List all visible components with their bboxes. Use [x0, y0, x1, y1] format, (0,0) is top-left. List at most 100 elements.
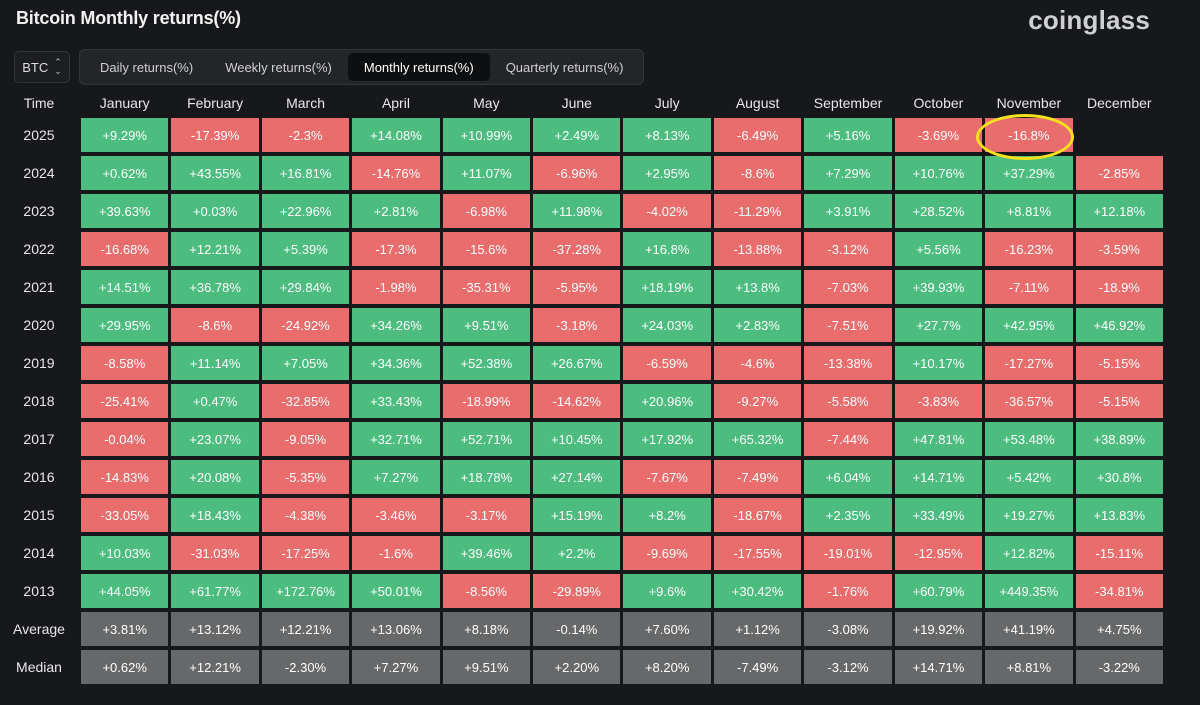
return-cell: -6.98% — [442, 194, 531, 228]
symbol-label: BTC — [22, 59, 49, 75]
return-cell: +16.8% — [623, 232, 711, 266]
return-cell: +12.21% — [171, 232, 259, 266]
return-cell: -13.88% — [713, 232, 802, 266]
return-cell: +29.95% — [81, 308, 169, 342]
return-cell: +34.26% — [352, 308, 440, 342]
returns-tabs: Daily returns(%) Weekly returns(%) Month… — [79, 49, 645, 85]
month-header: February — [187, 94, 244, 111]
return-cell: +20.08% — [171, 460, 259, 494]
return-cell: -5.95% — [533, 270, 621, 304]
return-cell: -31.03% — [171, 536, 259, 570]
return-cell: -5.58% — [804, 384, 892, 418]
return-cell: -7.44% — [804, 422, 892, 456]
return-cell: -2.85% — [1075, 156, 1163, 190]
year-label: 2025 — [23, 127, 55, 143]
stat-cell: -0.14% — [533, 612, 621, 646]
return-cell: +8.2% — [623, 498, 711, 532]
return-cell: -8.56% — [442, 574, 531, 608]
tab-weekly-returns[interactable]: Weekly returns(%) — [225, 59, 332, 75]
stat-cell: +8.81% — [985, 650, 1073, 684]
return-cell: -3.46% — [352, 498, 440, 532]
return-cell: -17.39% — [171, 118, 259, 152]
return-cell: +39.46% — [442, 536, 531, 570]
return-cell: +36.78% — [171, 270, 259, 304]
tab-quarterly-returns[interactable]: Quarterly returns(%) — [505, 59, 624, 75]
return-cell: -33.05% — [81, 498, 169, 532]
return-cell: -17.27% — [985, 346, 1073, 380]
year-label: 2016 — [23, 469, 55, 485]
return-cell: +3.91% — [804, 194, 892, 228]
return-cell: +11.14% — [171, 346, 259, 380]
return-cell: +60.79% — [894, 574, 983, 608]
return-cell: +61.77% — [171, 574, 259, 608]
return-cell: +50.01% — [352, 574, 440, 608]
return-cell: -3.18% — [533, 308, 621, 342]
return-cell: +8.13% — [623, 118, 711, 152]
stat-cell: +8.18% — [442, 612, 531, 646]
year-label: 2015 — [23, 507, 55, 523]
return-cell: -8.6% — [171, 308, 259, 342]
return-cell: +27.7% — [894, 308, 983, 342]
return-cell: -3.12% — [804, 232, 892, 266]
stat-cell: +12.21% — [261, 612, 350, 646]
return-cell: +44.05% — [81, 574, 169, 608]
return-cell: +46.92% — [1075, 308, 1163, 342]
month-header: July — [654, 94, 680, 111]
return-cell: -16.68% — [81, 232, 169, 266]
stat-cell: +1.12% — [713, 612, 802, 646]
month-header: March — [286, 94, 325, 111]
return-cell: +0.62% — [81, 156, 169, 190]
return-cell: -17.3% — [352, 232, 440, 266]
month-header: June — [561, 94, 592, 111]
return-cell: +2.49% — [533, 118, 621, 152]
return-cell: +18.78% — [442, 460, 531, 494]
symbol-select[interactable]: BTC ⌃ ⌄ — [14, 51, 70, 83]
return-cell: -14.76% — [352, 156, 440, 190]
return-cell: +9.51% — [442, 308, 531, 342]
return-cell: -12.95% — [894, 536, 983, 570]
return-cell: -14.62% — [533, 384, 621, 418]
return-cell: -7.67% — [623, 460, 711, 494]
tab-monthly-returns[interactable]: Monthly returns(%) — [347, 53, 490, 81]
return-cell: +2.95% — [623, 156, 711, 190]
return-cell: -11.29% — [713, 194, 802, 228]
return-cell: +10.03% — [81, 536, 169, 570]
tab-daily-returns[interactable]: Daily returns(%) — [100, 59, 194, 75]
return-cell: +39.63% — [81, 194, 169, 228]
return-cell: +42.95% — [985, 308, 1073, 342]
stat-cell: -7.49% — [713, 650, 802, 684]
return-cell: +33.43% — [352, 384, 440, 418]
return-cell: +2.35% — [804, 498, 892, 532]
return-cell: -1.98% — [352, 270, 440, 304]
return-cell: +2.81% — [352, 194, 440, 228]
return-cell: -5.35% — [261, 460, 350, 494]
return-cell: +5.16% — [804, 118, 892, 152]
return-cell: -34.81% — [1075, 574, 1163, 608]
year-label: 2018 — [23, 393, 55, 409]
return-cell: +18.19% — [623, 270, 711, 304]
return-cell: -17.25% — [261, 536, 350, 570]
month-header: October — [913, 94, 964, 111]
month-header: September — [813, 94, 883, 111]
stat-cell: +7.60% — [623, 612, 711, 646]
stat-cell: -3.22% — [1075, 650, 1163, 684]
return-cell: +7.27% — [352, 460, 440, 494]
stat-cell: +3.81% — [81, 612, 169, 646]
controls-bar: BTC ⌃ ⌄ Daily returns(%) Weekly returns(%… — [14, 49, 645, 85]
return-cell: -4.6% — [713, 346, 802, 380]
return-cell: +10.45% — [533, 422, 621, 456]
return-cell: -8.58% — [81, 346, 169, 380]
return-cell: -5.15% — [1075, 384, 1163, 418]
return-cell: -6.96% — [533, 156, 621, 190]
return-cell: +20.96% — [623, 384, 711, 418]
return-cell: +14.71% — [894, 460, 983, 494]
return-cell: +32.71% — [352, 422, 440, 456]
month-header: May — [473, 94, 500, 111]
return-cell: -18.67% — [713, 498, 802, 532]
return-cell: -4.02% — [623, 194, 711, 228]
return-cell: -9.27% — [713, 384, 802, 418]
return-cell: -15.11% — [1075, 536, 1163, 570]
return-cell: +0.03% — [171, 194, 259, 228]
year-label: 2014 — [23, 545, 55, 561]
return-cell: +10.17% — [894, 346, 983, 380]
